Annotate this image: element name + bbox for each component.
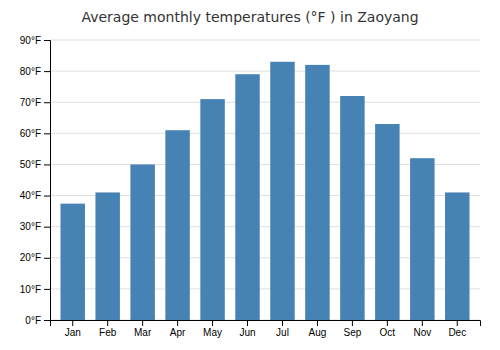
y-tick: 80°F (20, 66, 50, 77)
y-tick-mark (44, 102, 50, 103)
x-tick: Jun (239, 320, 255, 338)
y-tick: 20°F (20, 252, 50, 263)
x-tick: Mar (134, 320, 152, 338)
x-tick-label: Dec (448, 327, 466, 338)
grid-line (50, 40, 480, 41)
y-tick: 50°F (20, 159, 50, 170)
y-tick-label: 40°F (20, 190, 41, 201)
bar (270, 62, 294, 320)
y-tick-mark (44, 258, 50, 259)
x-tick-mark (142, 320, 143, 326)
bar (305, 65, 329, 320)
bar (375, 124, 399, 320)
grid-line (50, 133, 480, 134)
x-tick-mark (457, 320, 458, 326)
y-tick: 60°F (20, 128, 50, 139)
x-axis: Jan Feb Mar Apr May Jun Jul Aug Sep Oct Nov Dec (51, 320, 481, 338)
bar (445, 192, 469, 320)
y-tick: 10°F (20, 284, 50, 295)
x-tick: Sep (343, 320, 361, 338)
bar (130, 164, 154, 320)
y-tick: 70°F (20, 97, 50, 108)
bar (340, 96, 364, 320)
x-tick-mark (247, 320, 248, 326)
y-tick: 90°F (20, 35, 50, 46)
y-tick-label: 0°F (25, 315, 41, 326)
x-tick-label: Mar (134, 327, 152, 338)
title: Average monthly temperatures (°F ) in Za… (81, 9, 418, 25)
x-tick-label: Jul (276, 327, 289, 338)
x-tick: Nov (413, 320, 431, 338)
x-tick-label: Feb (99, 327, 117, 338)
y-axis-line (44, 41, 51, 321)
x-tick-mark (212, 320, 213, 326)
chart: Jan Feb Mar Apr May Jun Jul Aug Sep Oct Nov Dec 0°F 1… (0, 0, 500, 350)
x-tick-label: Nov (413, 327, 431, 338)
bars (60, 62, 469, 320)
plot: Jan Feb Mar Apr May Jun Jul Aug Sep Oct Nov Dec 0°F 1… (20, 35, 481, 338)
x-tick-label: Apr (170, 327, 186, 338)
x-tick-label: Oct (380, 327, 396, 338)
y-axis: 0°F 10°F 20°F 30°F 40°F 50°F 60°F 70°F 80°F 90°F (20, 35, 51, 326)
x-tick-mark (72, 320, 73, 326)
grid-line (50, 71, 480, 72)
y-tick-mark (44, 320, 50, 321)
y-tick-label: 50°F (20, 159, 41, 170)
x-tick: Oct (380, 320, 396, 338)
y-tick-label: 10°F (20, 284, 41, 295)
x-tick-label: Jun (239, 327, 255, 338)
y-tick-label: 60°F (20, 128, 41, 139)
x-tick-label: May (203, 327, 222, 338)
y-tick-label: 30°F (20, 221, 41, 232)
grid (50, 40, 480, 320)
x-tick: Feb (99, 320, 117, 338)
y-tick-mark (44, 71, 50, 72)
y-tick-mark (44, 196, 50, 197)
y-tick-mark (44, 133, 50, 134)
y-tick-mark (44, 289, 50, 290)
bar (60, 204, 84, 320)
x-tick: May (203, 320, 222, 338)
y-tick-label: 70°F (20, 97, 41, 108)
y-tick-label: 80°F (20, 66, 41, 77)
x-tick-mark (317, 320, 318, 326)
x-tick-label: Sep (343, 327, 361, 338)
bar (200, 99, 224, 320)
x-tick-mark (107, 320, 108, 326)
y-tick-mark (44, 227, 50, 228)
y-tick-mark (44, 40, 50, 41)
x-tick: Aug (309, 320, 327, 338)
bar (165, 130, 189, 320)
x-tick-mark (282, 320, 283, 326)
x-axis-line (51, 321, 481, 327)
x-tick-mark (177, 320, 178, 326)
grid-line (50, 102, 480, 103)
x-tick-label: Aug (309, 327, 327, 338)
x-tick: Jan (65, 320, 81, 338)
x-tick: Apr (170, 320, 186, 338)
bar (95, 192, 119, 320)
y-tick-mark (44, 164, 50, 165)
x-tick: Dec (448, 320, 466, 338)
y-tick-label: 90°F (20, 35, 41, 46)
y-tick: 40°F (20, 190, 50, 201)
y-tick: 30°F (20, 221, 50, 232)
y-tick: 0°F (25, 315, 50, 326)
bar (410, 158, 434, 320)
bar (235, 74, 259, 320)
y-tick-label: 20°F (20, 252, 41, 263)
x-tick-mark (422, 320, 423, 326)
x-tick-mark (387, 320, 388, 326)
x-tick: Jul (276, 320, 289, 338)
x-tick-label: Jan (65, 327, 81, 338)
x-tick-mark (352, 320, 353, 326)
